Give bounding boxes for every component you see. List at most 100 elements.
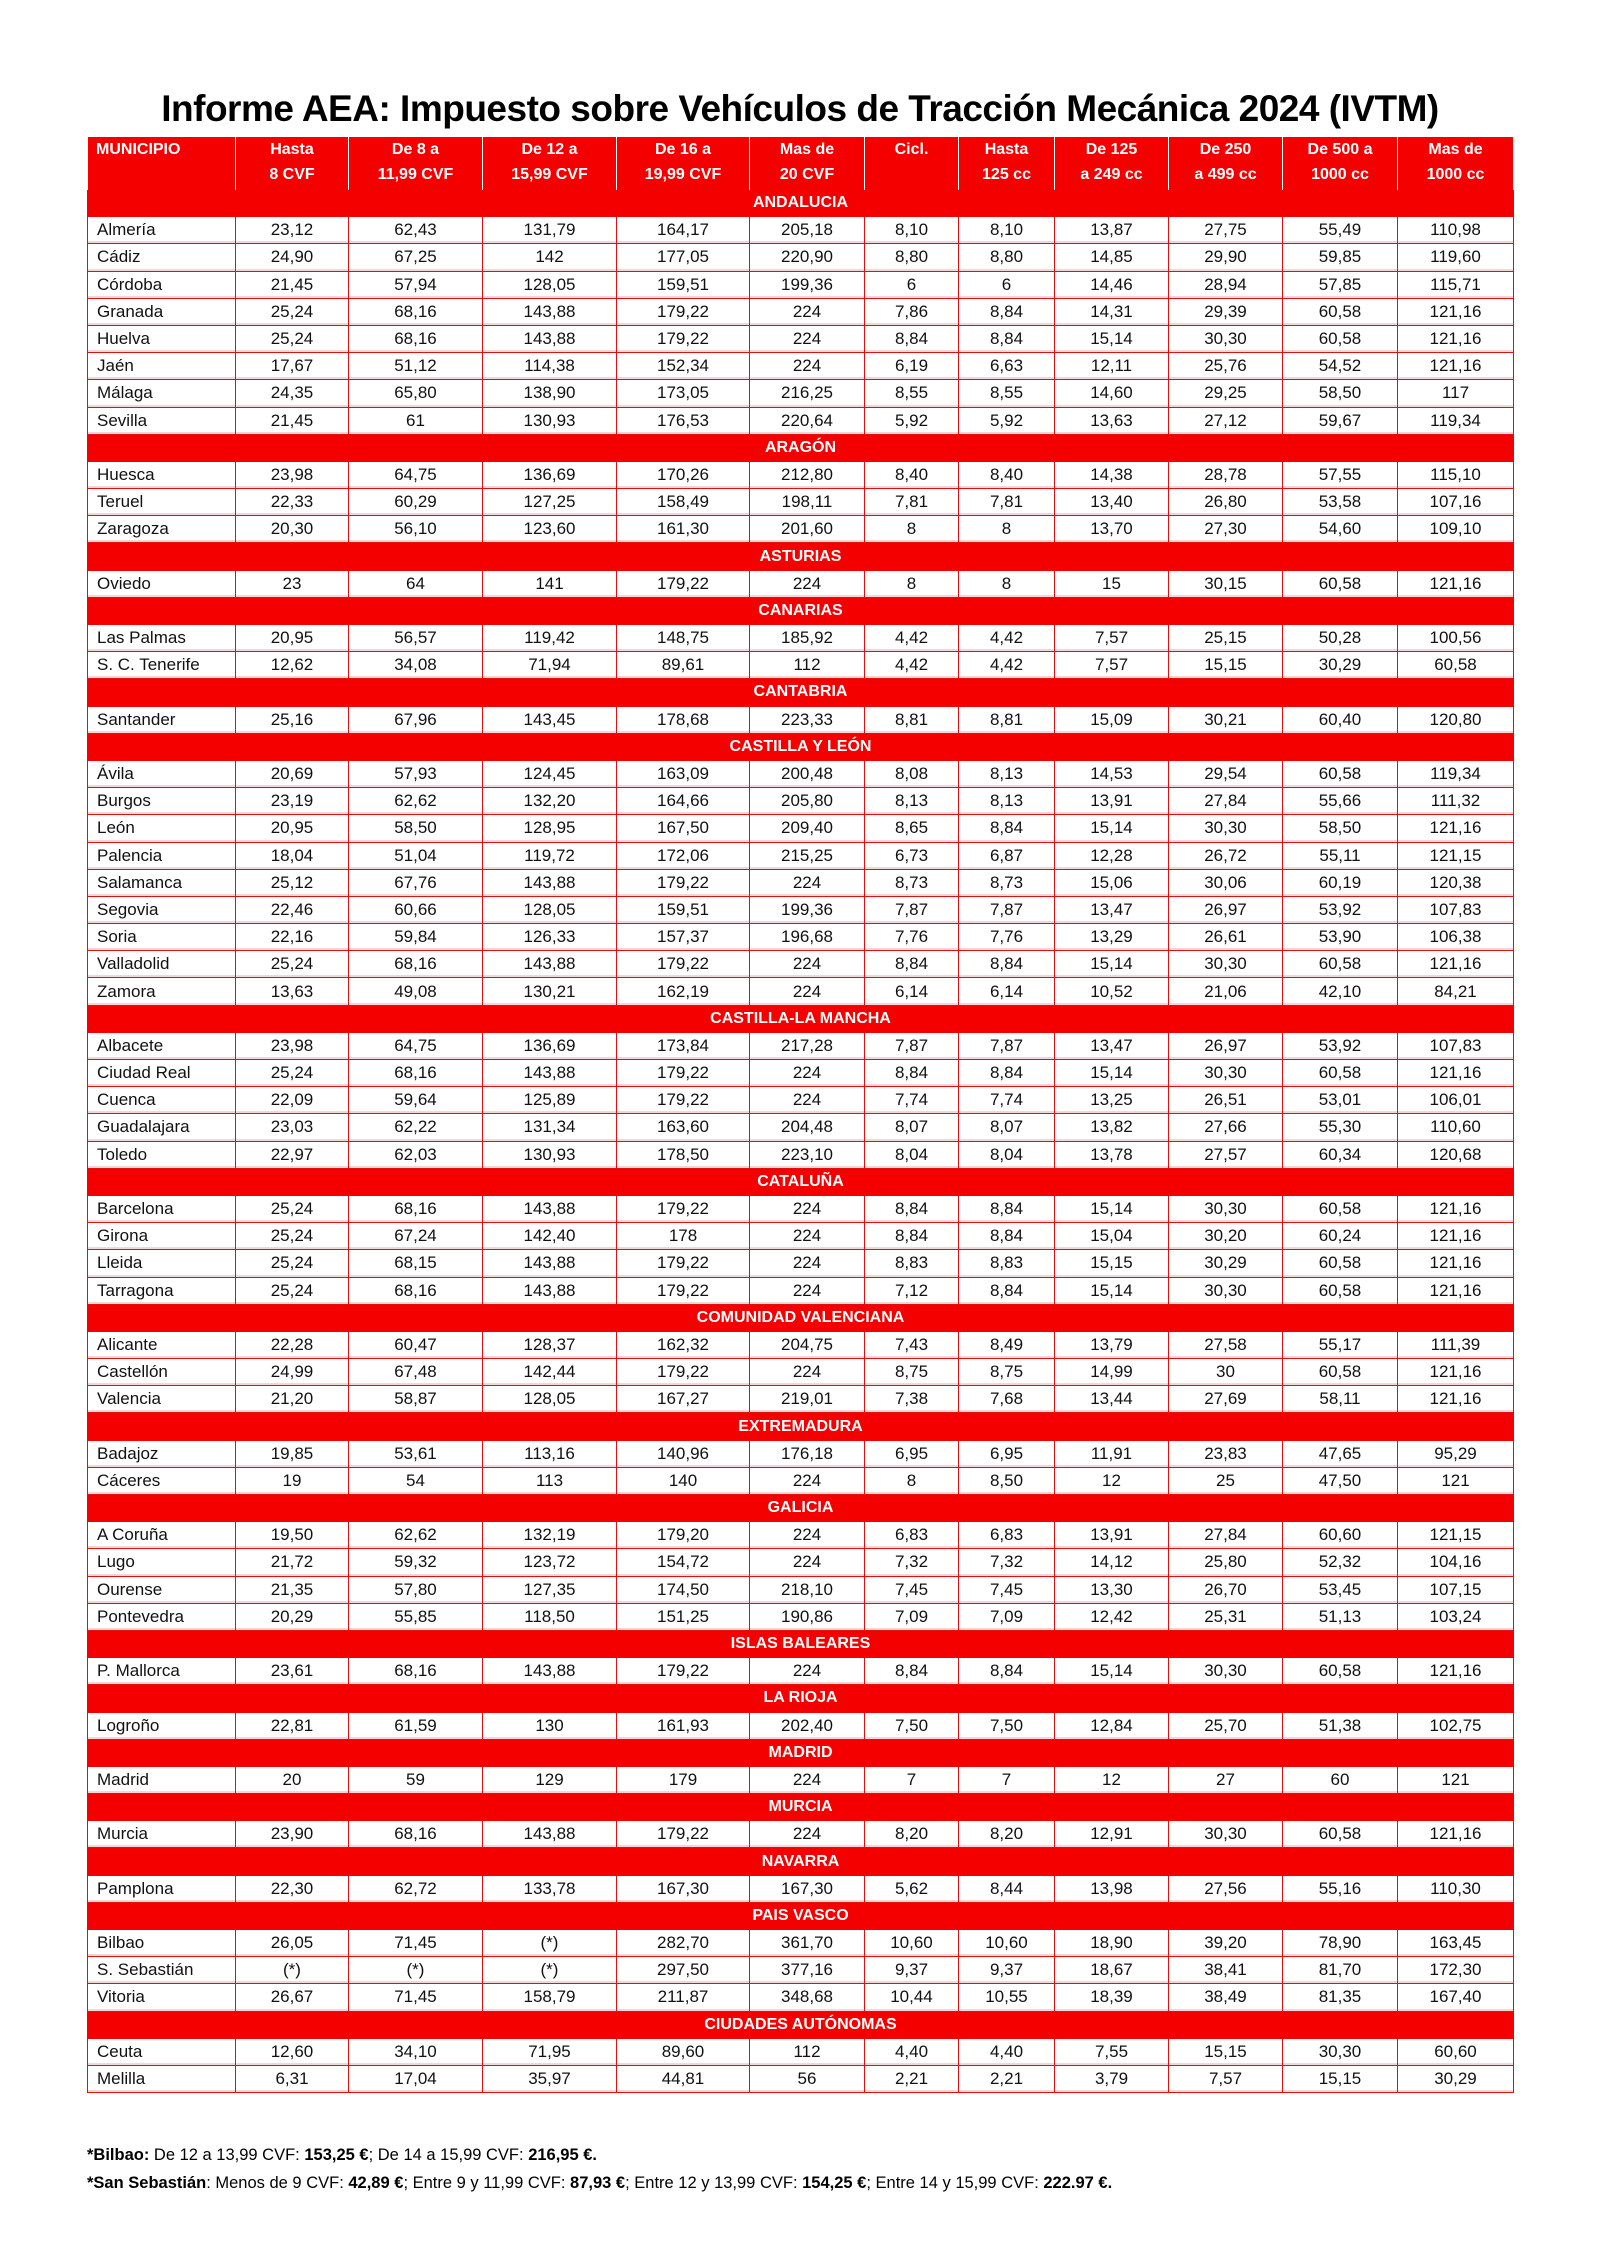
table-row: Toledo 22,97 62,03 130,93 178,50 223,10 8,04 8,… — [87, 1140, 1514, 1169]
tax-value-cell: 121,16 — [1397, 950, 1514, 979]
municipio-cell: Ávila — [87, 759, 236, 789]
tax-value-cell: 30,30 — [1168, 814, 1283, 843]
tax-value-cell: 7,55 — [1054, 2037, 1169, 2066]
municipio-cell: Cuenca — [87, 1086, 236, 1115]
tax-value-cell: 13,91 — [1054, 1521, 1169, 1550]
column-header: Mas de 1000 cc — [1397, 137, 1514, 190]
tax-value-cell: 58,50 — [1282, 379, 1398, 408]
tax-value-cell: 297,50 — [616, 1956, 750, 1985]
tax-value-cell: 224 — [749, 1222, 865, 1251]
tax-value-cell: 21,72 — [235, 1548, 349, 1577]
tax-value-cell: 179,22 — [616, 569, 750, 598]
tax-value-cell: 8,08 — [864, 759, 959, 789]
tax-value-cell: 224 — [749, 1765, 865, 1795]
tax-value-cell: 8,50 — [958, 1466, 1055, 1496]
tax-value-cell: 8,84 — [958, 1222, 1055, 1251]
tax-value-cell: 67,48 — [348, 1358, 483, 1387]
tax-value-cell: 179,22 — [616, 324, 750, 354]
tax-value-cell: 7,09 — [958, 1602, 1055, 1631]
column-header-line: Mas de — [779, 141, 835, 158]
tax-value-cell: 164,66 — [616, 787, 750, 816]
footnote-part: 42,89 € — [348, 2174, 404, 2192]
tax-value-cell: 60,58 — [1397, 651, 1514, 680]
tax-value-cell: 107,16 — [1397, 488, 1514, 517]
table-row: Almería 23,12 62,43 131,79 164,17 205,18 8,10 8… — [87, 216, 1514, 245]
municipio-cell: S. C. Tenerife — [87, 651, 236, 680]
column-header-line: De 125 — [1085, 141, 1138, 158]
tax-value-cell: 81,35 — [1282, 1983, 1398, 2012]
table-row: Castellón 24,99 67,48 142,44 179,22 224 8,75 8,… — [87, 1358, 1514, 1387]
tax-value-cell: 18,39 — [1054, 1983, 1169, 2012]
tax-value-cell: 13,63 — [1054, 406, 1169, 435]
tax-value-cell: 151,25 — [616, 1602, 750, 1631]
tax-value-cell: 22,09 — [235, 1086, 349, 1115]
tax-value-cell: 2,21 — [864, 2064, 959, 2094]
tax-value-cell: 8,75 — [864, 1358, 959, 1387]
tax-value-cell: 23,19 — [235, 787, 349, 816]
tax-value-cell: 223,33 — [749, 705, 865, 734]
column-header-line: 1000 cc — [1311, 166, 1369, 183]
tax-value-cell: 7,76 — [958, 923, 1055, 952]
tax-value-cell: 148,75 — [616, 623, 750, 653]
section-row: ASTURIAS — [87, 542, 1514, 571]
tax-value-cell: 57,55 — [1282, 460, 1398, 490]
tax-value-cell: 19,50 — [235, 1521, 349, 1550]
tax-value-cell: 22,81 — [235, 1711, 349, 1740]
column-header-line: 19,99 CVF — [644, 166, 722, 183]
tax-value-cell: 110,60 — [1397, 1113, 1514, 1142]
tax-value-cell: 121,16 — [1397, 324, 1514, 354]
tax-value-cell: 53,92 — [1282, 1031, 1398, 1061]
tax-value-cell: 13,78 — [1054, 1140, 1169, 1169]
tax-value-cell: 20,69 — [235, 759, 349, 789]
section-title: LA RIOJA — [87, 1684, 1514, 1713]
tax-value-cell: 143,88 — [482, 1058, 617, 1088]
tax-value-cell: 3,79 — [1054, 2064, 1169, 2094]
table-row: Badajoz 19,85 53,61 113,16 140,96 176,18 6,95 6… — [87, 1439, 1514, 1468]
tax-value-cell: 106,38 — [1397, 923, 1514, 952]
section-title: CATALUÑA — [87, 1167, 1514, 1196]
tax-value-cell: 26,97 — [1168, 895, 1283, 925]
column-header: De 500 a 1000 cc — [1282, 137, 1398, 190]
tax-value-cell: 27,69 — [1168, 1385, 1283, 1414]
tax-value-cell: 34,08 — [348, 651, 483, 680]
tax-value-cell: 71,45 — [348, 1928, 483, 1958]
tax-value-cell: 163,60 — [616, 1113, 750, 1142]
tax-value-cell: 8,04 — [864, 1140, 959, 1169]
tax-value-cell: 7,32 — [958, 1548, 1055, 1577]
municipio-cell: Logroño — [87, 1711, 236, 1740]
municipio-cell: Valladolid — [87, 950, 236, 979]
tax-value-cell: 7,12 — [864, 1276, 959, 1305]
table-row: Palencia 18,04 51,04 119,72 172,06 215,25 6,73… — [87, 841, 1514, 870]
tax-value-cell: 25,24 — [235, 297, 349, 326]
section-title: CASTILLA Y LEÓN — [87, 732, 1514, 761]
tax-value-cell: 13,79 — [1054, 1330, 1169, 1360]
footnote-part: 87,93 € — [570, 2174, 626, 2192]
tax-value-cell: 60,34 — [1282, 1140, 1398, 1169]
tax-value-cell: 348,68 — [749, 1983, 865, 2012]
tax-value-cell: 205,18 — [749, 216, 865, 245]
tax-value-cell: 224 — [749, 324, 865, 354]
tax-value-cell: 14,60 — [1054, 379, 1169, 408]
tax-value-cell: 224 — [749, 297, 865, 326]
tax-value-cell: 196,68 — [749, 923, 865, 952]
section-row: ANDALUCIA — [87, 188, 1514, 218]
tax-value-cell: 21,35 — [235, 1575, 349, 1604]
tax-value-cell: 64,75 — [348, 1031, 483, 1061]
municipio-cell: Las Palmas — [87, 623, 236, 653]
tax-value-cell: 6 — [864, 270, 959, 299]
municipio-cell: Ciudad Real — [87, 1058, 236, 1088]
tax-value-cell: (*) — [482, 1956, 617, 1985]
table-row: Valladolid 25,24 68,16 143,88 179,22 224 8,84 8… — [87, 950, 1514, 979]
tax-value-cell: 27,75 — [1168, 216, 1283, 245]
tax-value-cell: 60,60 — [1397, 2037, 1514, 2066]
tax-value-cell: 143,88 — [482, 1249, 617, 1278]
table-header-row: MUNICIPIO Hasta 8 CVF De 8 a 11,99 CVF De 12… — [87, 137, 1514, 190]
tax-value-cell: 47,65 — [1282, 1439, 1398, 1468]
table-row: Granada 25,24 68,16 143,88 179,22 224 7,86 8,84… — [87, 297, 1514, 326]
tax-value-cell: 174,50 — [616, 1575, 750, 1604]
tax-value-cell: 120,68 — [1397, 1140, 1514, 1169]
tax-value-cell: 178,68 — [616, 705, 750, 734]
tax-value-cell: 4,42 — [958, 651, 1055, 680]
municipio-cell: Burgos — [87, 787, 236, 816]
tax-value-cell: 84,21 — [1397, 977, 1514, 1006]
